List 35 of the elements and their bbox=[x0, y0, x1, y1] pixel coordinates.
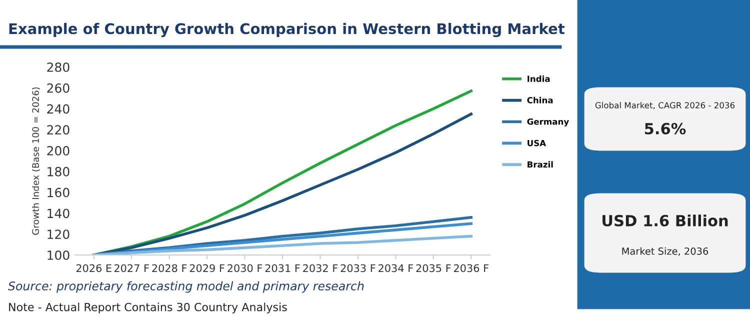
y-axis-title: Growth Index (Base 100 = 2026) bbox=[32, 87, 40, 235]
x-tick-label: 2028 F bbox=[152, 264, 187, 272]
x-tick-label: 2035 F bbox=[416, 264, 451, 272]
text: 5.6% bbox=[644, 122, 686, 134]
y-tick-label: 140 bbox=[48, 208, 70, 218]
y-tick-label: 200 bbox=[47, 146, 70, 156]
x-tick-label: 2034 F bbox=[378, 264, 413, 272]
y-tick-label: 280 bbox=[47, 62, 70, 72]
legend-label: USA bbox=[528, 140, 546, 146]
y-tick-label: 120 bbox=[48, 230, 70, 240]
source-note: Source: proprietary forecasting model and primary research bbox=[8, 281, 364, 293]
text: Market Size, 2036 bbox=[622, 247, 708, 256]
text: Global Market, CAGR 2026 - 2036 bbox=[595, 102, 735, 110]
x-tick-label: 2031 F bbox=[265, 264, 300, 272]
x-tick-label: 2036 F bbox=[454, 264, 488, 272]
x-tick-label: 2033 F bbox=[340, 264, 376, 272]
x-tick-label: 2027 F bbox=[114, 264, 149, 272]
y-tick-label: 260 bbox=[47, 83, 70, 93]
legend-label: Brazil bbox=[528, 161, 553, 168]
x-tick-label: 2032 F bbox=[303, 264, 338, 272]
y-tick-label: 220 bbox=[47, 125, 70, 135]
legend-label: India bbox=[528, 76, 550, 82]
y-tick-label: 160 bbox=[48, 188, 70, 198]
y-tick-label: 240 bbox=[47, 104, 70, 114]
chart-title: Example of Country Growth Comparison in Western Blotting Market bbox=[9, 22, 565, 38]
x-tick-label: 2026 E bbox=[76, 264, 112, 272]
y-tick-label: 100 bbox=[48, 250, 70, 260]
x-tick-label: 2029 F bbox=[190, 264, 224, 272]
text: Note - Actual Report Contains 30 Country Analysis bbox=[9, 302, 287, 314]
line-series bbox=[92, 234, 473, 255]
x-tick-label: 2030 F bbox=[228, 264, 262, 272]
y-tick-label: 180 bbox=[48, 166, 70, 176]
text: USD 1.6 Billion bbox=[602, 214, 728, 226]
legend-label: Germany bbox=[527, 118, 569, 126]
legend-label: China bbox=[527, 96, 553, 104]
